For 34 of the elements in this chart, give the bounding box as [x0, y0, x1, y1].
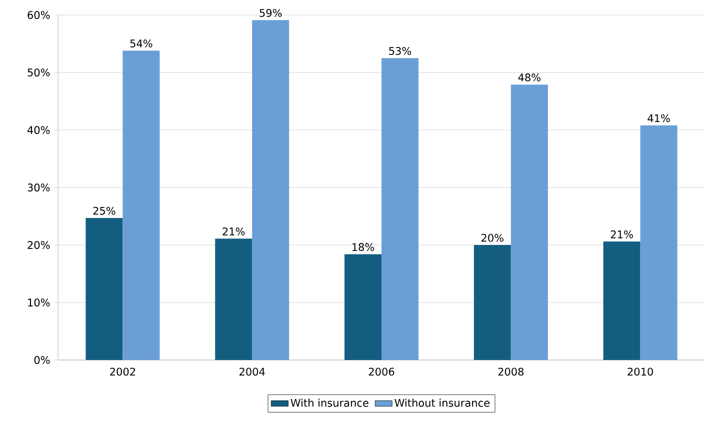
- data-label: 21%: [610, 230, 633, 238]
- bar: [252, 20, 290, 360]
- y-tick-label: 40%: [27, 126, 50, 134]
- data-label: 20%: [482, 234, 504, 242]
- bar: [603, 242, 640, 360]
- data-label: 53%: [389, 46, 412, 55]
- data-label: 48%: [518, 73, 540, 82]
- data-label: 41%: [648, 114, 670, 122]
- data-label: 59%: [260, 9, 282, 17]
- bar: [344, 254, 382, 360]
- data-label: 54%: [130, 40, 152, 48]
- bar: [510, 84, 548, 360]
- y-tick-label: 50%: [28, 68, 50, 76]
- x-tick-label: 2002: [110, 368, 135, 376]
- bar: [215, 238, 252, 360]
- y-tick-label: 20%: [28, 241, 50, 249]
- data-label: 25%: [93, 206, 116, 215]
- y-tick-label: 0%: [34, 356, 50, 364]
- bar: [122, 50, 160, 360]
- y-tick-label: 60%: [28, 11, 50, 19]
- x-tick-label: 2010: [628, 368, 653, 376]
- legend-label: With insurance: [290, 398, 368, 407]
- bar: [474, 245, 511, 360]
- bar: [640, 125, 678, 360]
- bar: [86, 218, 123, 360]
- x-tick-label: 2004: [240, 368, 265, 376]
- y-tick-label: 10%: [28, 298, 50, 306]
- bar: [382, 58, 419, 360]
- data-label: 21%: [222, 228, 245, 236]
- x-tick-label: 2008: [498, 368, 524, 376]
- y-tick-label: 30%: [28, 184, 50, 192]
- legend-label: Without insurance: [394, 398, 490, 407]
- x-tick-label: 2006: [368, 368, 394, 376]
- data-label: 18%: [352, 243, 374, 252]
